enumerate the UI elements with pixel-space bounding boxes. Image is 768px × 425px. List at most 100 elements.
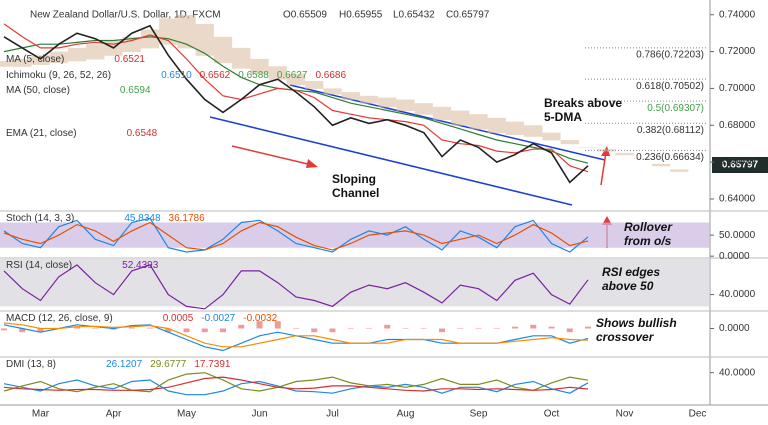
histogram-bar <box>402 328 409 329</box>
x-tick-label: Jun <box>251 409 267 420</box>
x-tick-label: Apr <box>106 409 122 420</box>
histogram-bar <box>256 321 263 329</box>
indicator-name: Ichimoku (9, 26, 52, 26) <box>6 70 111 81</box>
histogram-bar <box>311 328 318 333</box>
fib-label: 0.786(0.72203) <box>636 49 704 60</box>
indicator-value: -0.0027 <box>201 313 235 324</box>
ichimoku-cloud <box>651 163 671 167</box>
histogram-bar <box>493 328 500 329</box>
indicator-label: EMA (21, close) 0.6548 <box>6 128 158 139</box>
ichimoku-cloud <box>177 14 196 49</box>
histogram-bar <box>530 324 537 329</box>
fib-label: 0.382(0.68112) <box>637 125 704 136</box>
indicator-band <box>0 259 710 307</box>
indicator-name: MA (5, close) <box>6 54 64 65</box>
ichimoku-cloud <box>469 114 488 130</box>
y-tick-label: 0.70000 <box>719 83 756 94</box>
indicator-value: 26.1207 <box>106 359 143 370</box>
ichimoku-cloud <box>414 103 433 115</box>
ichimoku-cloud <box>232 47 251 69</box>
y-tick-label: 40.0000 <box>719 289 756 300</box>
price-tag-label: 0.65797 <box>722 160 759 171</box>
indicator-value: 0.6521 <box>114 54 145 65</box>
series-line <box>3 379 589 396</box>
histogram-bar <box>220 328 226 333</box>
series-line <box>3 376 589 392</box>
y-tick-label: 50.0000 <box>719 230 756 241</box>
histogram-bar <box>548 326 555 329</box>
histogram-bar <box>329 328 336 333</box>
histogram-bar <box>512 326 518 329</box>
ichimoku-cloud <box>213 36 233 64</box>
series-line <box>3 23 589 173</box>
ichimoku-cloud <box>487 117 506 134</box>
series-line <box>3 24 589 184</box>
ichimoku-cloud <box>305 81 324 89</box>
annotation: Rollover <box>624 220 673 234</box>
indicator-value: 0.6510 <box>161 70 192 81</box>
y-tick-label: 0.0000 <box>719 323 750 334</box>
histogram-bar <box>128 327 135 329</box>
annotation: Breaks above <box>544 96 622 110</box>
histogram-bar <box>347 328 354 329</box>
histogram-bar <box>92 328 99 329</box>
series-line <box>3 221 589 251</box>
indicator-name: MACD (12, 26, close, 9) <box>6 313 113 324</box>
y-tick-label: 0.0000 <box>719 251 750 262</box>
ichimoku-cloud <box>505 121 525 135</box>
indicator-value: 0.0005 <box>163 313 194 324</box>
indicator-label: MACD (12, 26, close, 9) 0.0005 -0.0027 -0.0… <box>6 313 278 324</box>
ichimoku-cloud <box>378 97 397 108</box>
ichimoku-cloud <box>250 58 269 75</box>
indicator-label: Ichimoku (9, 26, 52, 26) 0.6510 0.6562 0.65… <box>6 70 346 81</box>
ichimoku-cloud <box>524 125 543 137</box>
price-tag <box>712 157 768 173</box>
y-tick-label: 0.66000 <box>719 157 756 168</box>
histogram-bar <box>19 328 26 333</box>
fib-label: 0.5(0.69307) <box>647 103 704 114</box>
histogram-bar <box>585 326 591 329</box>
break-arrow <box>600 151 607 186</box>
histogram-bar <box>457 328 464 329</box>
ichimoku-cloud <box>578 147 598 148</box>
histogram-bar <box>165 328 172 333</box>
ichimoku-cloud <box>615 152 634 156</box>
indicator-name: DMI (13, 8) <box>6 359 56 370</box>
annotation: Channel <box>332 186 379 200</box>
indicator-band <box>0 222 710 248</box>
annotation: 5-DMA <box>544 110 582 124</box>
ohlc-value: O0.65509 <box>283 10 327 21</box>
annotation: from o/s <box>624 234 672 248</box>
histogram-bar <box>147 327 153 329</box>
annotation: crossover <box>596 330 655 344</box>
indicator-name: Stoch (14, 3, 3) <box>6 213 74 224</box>
ohlc-value: H0.65955 <box>339 10 383 21</box>
indicator-label: Stoch (14, 3, 3) 45.8348 36.1786 <box>6 213 205 224</box>
indicator-label: MA (5, close) 0.6521 <box>6 54 145 65</box>
x-tick-label: Oct <box>544 409 560 420</box>
ichimoku-cloud <box>67 47 87 62</box>
ichimoku-cloud <box>140 29 160 49</box>
x-tick-label: Mar <box>32 409 50 420</box>
series-line <box>3 264 589 310</box>
ichimoku-cloud <box>451 110 470 126</box>
y-tick-label: 0.68000 <box>719 120 756 131</box>
y-tick-label: 40.0000 <box>719 367 756 378</box>
x-tick-label: Dec <box>689 409 707 420</box>
ichimoku-cloud <box>268 66 287 80</box>
histogram-bar <box>238 324 245 329</box>
ichimoku-cloud <box>13 58 32 67</box>
indicator-value: 36.1786 <box>169 213 206 224</box>
chart-title: New Zealand Dollar/U.S. Dollar, 1D, FXCM <box>30 10 221 21</box>
y-tick-label: 0.64000 <box>719 194 756 205</box>
indicator-label: RSI (14, close) 52.4393 <box>6 260 159 271</box>
ichimoku-cloud <box>396 99 415 112</box>
histogram-bar <box>366 328 372 329</box>
indicator-label: MA (50, close) 0.6594 <box>6 85 151 96</box>
indicator-label: DMI (13, 8) 26.1207 29.6777 17.7391 <box>6 359 231 370</box>
histogram-bar <box>420 328 427 329</box>
trend-arrow <box>231 145 313 166</box>
ichimoku-cloud <box>670 169 689 172</box>
